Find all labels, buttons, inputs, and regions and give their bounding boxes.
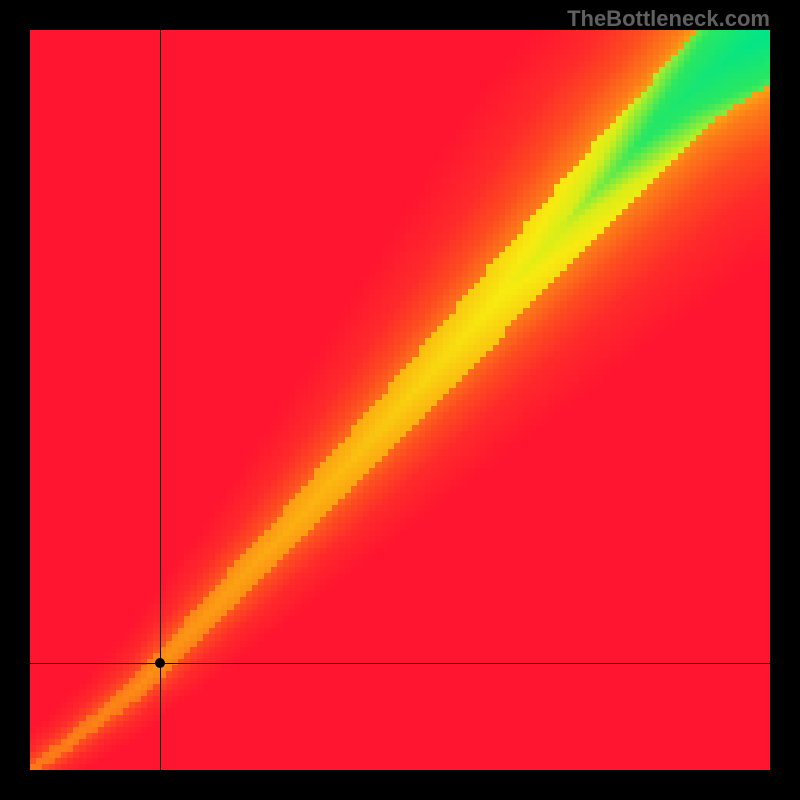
heatmap-canvas bbox=[30, 30, 770, 770]
heatmap-plot bbox=[30, 30, 770, 770]
watermark-text: TheBottleneck.com bbox=[567, 6, 770, 32]
crosshair-horizontal bbox=[30, 663, 770, 664]
marker-dot bbox=[155, 658, 165, 668]
